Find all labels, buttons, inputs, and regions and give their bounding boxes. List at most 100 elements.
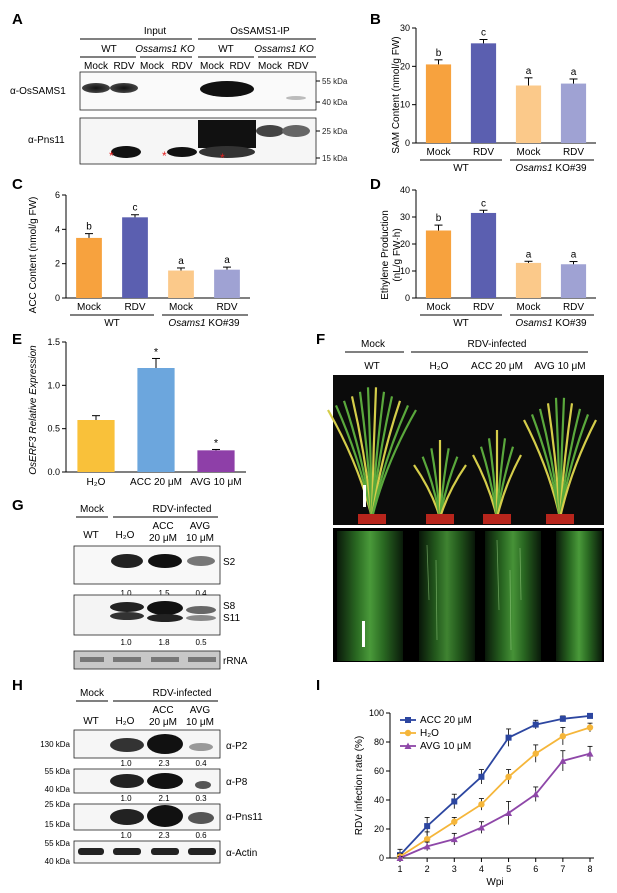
point-circle [586, 724, 594, 731]
lane-label-4: Mock [200, 61, 225, 72]
sig-letter-0: b [436, 48, 442, 59]
legend-marker [405, 717, 411, 723]
y-tick-label: 10 [400, 266, 410, 276]
pot-2 [483, 514, 511, 524]
e-ylabel: OsERF3 Relative Expression [28, 345, 39, 475]
d-ylabel-2: (nL/g FW·h) [392, 228, 403, 281]
bar-2 [168, 270, 194, 298]
g-q2-h2o: 1.0 [120, 638, 132, 647]
lane-label-1: RDV [113, 61, 134, 72]
bar-2 [515, 262, 542, 298]
y-tick-label: 6 [55, 190, 60, 200]
blot-label-ossams1: α-OsSAMS1 [10, 86, 66, 97]
point-square [478, 773, 485, 780]
y-tick-label: 0 [405, 293, 410, 303]
panel-letter-a: A [12, 11, 23, 28]
g-lane-avg: AVG [190, 521, 211, 532]
group-ko-1: Ossams1 KO [135, 44, 195, 55]
leaf-stroke [495, 454, 522, 519]
h-marker-40b: 40 kDa [45, 857, 71, 866]
x-tick-label: 7 [560, 864, 565, 874]
y-tick-label: 20 [400, 239, 410, 249]
h-q-p2-avg: 0.4 [195, 759, 207, 768]
g-lane-acc: ACC [152, 521, 173, 532]
point-square [587, 712, 593, 719]
x-axis-label: Wpi [486, 877, 503, 888]
h-lane-h2o: H₂O [116, 716, 135, 727]
x-tick-label-0: Mock [427, 302, 452, 313]
g-lane-acc-conc: 20 μM [149, 533, 177, 544]
group-label-wt: WT [453, 163, 469, 174]
x-tick-label: 1 [397, 864, 402, 874]
point-square [451, 798, 458, 805]
bar-0 [77, 420, 115, 472]
lane-label-3: RDV [171, 61, 192, 72]
sig-letter-1: c [481, 28, 486, 39]
x-tick-label: 3 [452, 864, 457, 874]
x-tick-label: 5 [506, 864, 511, 874]
h-marker-40: 40 kDa [45, 785, 71, 794]
panel-letter-g: G [12, 497, 24, 514]
panel-e-chart: OsERF3 Relative Expression 0.0 0.5 1.0 1.5 H… [28, 337, 246, 488]
h-q-p8-acc: 2.1 [158, 794, 170, 803]
h-blot-pns11 [73, 803, 221, 831]
h-q-p2-h2o: 1.0 [120, 759, 132, 768]
group-label-ko: Osams1 KO#39 [515, 163, 587, 174]
y-tick-label: 30 [400, 23, 410, 33]
sig-letter-3: a [224, 255, 230, 266]
h-lane-avg: AVG [190, 705, 211, 716]
d-ylabel-1: Ethylene Production [380, 210, 391, 300]
h-marker-25: 25 kDa [45, 800, 71, 809]
group-wt-2: WT [218, 44, 234, 55]
group-wt-1: WT [101, 44, 117, 55]
sig-letter-2: a [178, 256, 184, 267]
h-header-rdv: RDV-infected [153, 688, 212, 699]
panel-b-chart: SAM Content (nmol/g FW) 0 10 20 30 b Mock c RDV… [391, 23, 596, 174]
y-tick-label: 40 [374, 795, 384, 805]
h-marker-130: 130 kDa [40, 740, 70, 749]
group-label-wt: WT [453, 318, 469, 329]
point-circle [451, 818, 458, 825]
f-col-h2o: H₂O [430, 361, 449, 372]
x-tick-label-2: Mock [517, 302, 542, 313]
x-tick-label-1: RDV [473, 302, 494, 313]
bar-0 [76, 237, 102, 298]
h-label-pns11: α-Pns11 [226, 812, 263, 823]
x-tick-label-2: AVG 10 μM [190, 477, 241, 488]
pot-3 [546, 514, 574, 524]
x-tick-label: 4 [479, 864, 484, 874]
point-circle [423, 835, 431, 843]
pot-1 [426, 514, 454, 524]
bar-1 [470, 212, 497, 298]
sig-star-1: * [154, 346, 159, 358]
g-blot-s8 [73, 594, 221, 636]
g-lane-wt: WT [83, 530, 99, 541]
g-lane-avg-conc: 10 μM [186, 533, 214, 544]
x-tick-label-1: RDV [124, 302, 145, 313]
x-tick-label: 6 [533, 864, 538, 874]
bar-2 [197, 450, 235, 472]
marker-40: 40 kDa [322, 98, 348, 107]
panel-letter-d: D [370, 176, 381, 193]
panel-letter-h: H [12, 677, 23, 694]
x-tick-label-3: RDV [563, 147, 584, 158]
y-tick-label: 0.5 [47, 424, 60, 434]
h-lane-acc: ACC [152, 705, 173, 716]
bar-0 [425, 64, 452, 143]
h-label-actin: α-Actin [226, 848, 257, 859]
series-line-1 [399, 726, 591, 858]
g-label-rrna: rRNA [223, 656, 248, 667]
g-label-s2: S2 [223, 557, 236, 568]
lane-label-5: RDV [229, 61, 250, 72]
star-3: * [220, 151, 225, 165]
g-q1-acc: 1.5 [158, 589, 170, 598]
legend-marker [404, 742, 412, 749]
group-label-ko: Osams1 KO#39 [515, 318, 587, 329]
group-ko-2: Ossams1 KO [254, 44, 314, 55]
x-tick-label: 2 [425, 864, 430, 874]
c-ylabel: ACC Content (nmol/g FW) [28, 197, 39, 314]
sig-letter-2: a [526, 66, 532, 77]
marker-55: 55 kDa [322, 77, 348, 86]
g-label-s8: S8 [223, 601, 236, 612]
